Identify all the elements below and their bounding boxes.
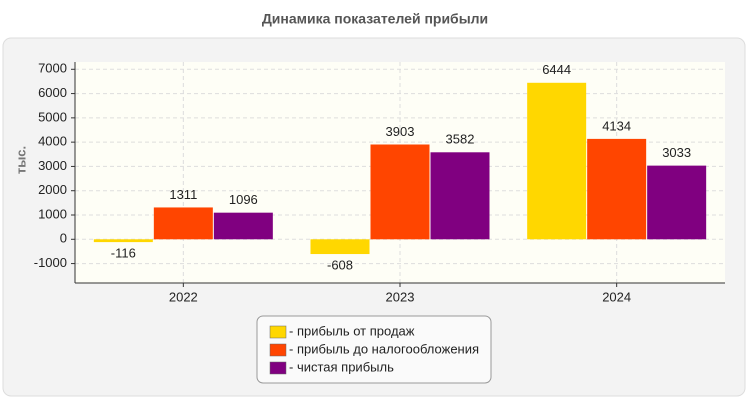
legend-label: - чистая прибыль bbox=[289, 359, 394, 374]
bar bbox=[213, 212, 273, 240]
legend-swatch bbox=[269, 343, 287, 357]
data-label: 4134 bbox=[602, 118, 631, 133]
y-tick-label: 4000 bbox=[38, 134, 67, 149]
bar bbox=[370, 144, 430, 240]
bar bbox=[647, 165, 707, 240]
legend-swatch bbox=[269, 361, 287, 375]
y-tick-label: 1000 bbox=[38, 206, 67, 221]
y-tick-label: 3000 bbox=[38, 158, 67, 173]
data-label: 1311 bbox=[169, 187, 197, 202]
bar bbox=[93, 239, 153, 243]
legend bbox=[256, 315, 492, 384]
x-tick-label: 2023 bbox=[386, 289, 415, 304]
data-label: 6444 bbox=[542, 62, 571, 77]
y-tick-label: 0 bbox=[60, 231, 67, 246]
legend-label: - прибыль от продаж bbox=[289, 323, 415, 338]
data-label: -608 bbox=[327, 257, 353, 272]
chart-title: Динамика показателей прибыли bbox=[262, 11, 488, 27]
legend-swatch bbox=[269, 325, 287, 339]
y-axis-label: тыс. bbox=[13, 146, 28, 174]
x-tick-label: 2024 bbox=[602, 289, 631, 304]
x-tick-label: 2022 bbox=[169, 289, 198, 304]
y-tick-label: 6000 bbox=[38, 85, 67, 100]
data-label: 1096 bbox=[229, 192, 258, 207]
bar bbox=[310, 239, 370, 255]
data-label: 3033 bbox=[662, 145, 691, 160]
y-tick-label: -1000 bbox=[34, 255, 67, 270]
data-label: 3903 bbox=[386, 124, 415, 139]
y-tick-label: 2000 bbox=[38, 182, 67, 197]
bar bbox=[527, 82, 587, 240]
bar bbox=[587, 138, 647, 240]
data-label: 3582 bbox=[446, 132, 475, 147]
y-tick-label: 7000 bbox=[38, 61, 67, 76]
bar bbox=[430, 152, 490, 240]
legend-label: - прибыль до налогообложения bbox=[289, 341, 479, 356]
data-label: -116 bbox=[111, 246, 136, 261]
y-tick-label: 5000 bbox=[38, 109, 67, 124]
bar bbox=[153, 207, 213, 240]
